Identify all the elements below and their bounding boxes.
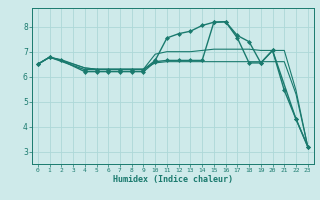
X-axis label: Humidex (Indice chaleur): Humidex (Indice chaleur) <box>113 175 233 184</box>
